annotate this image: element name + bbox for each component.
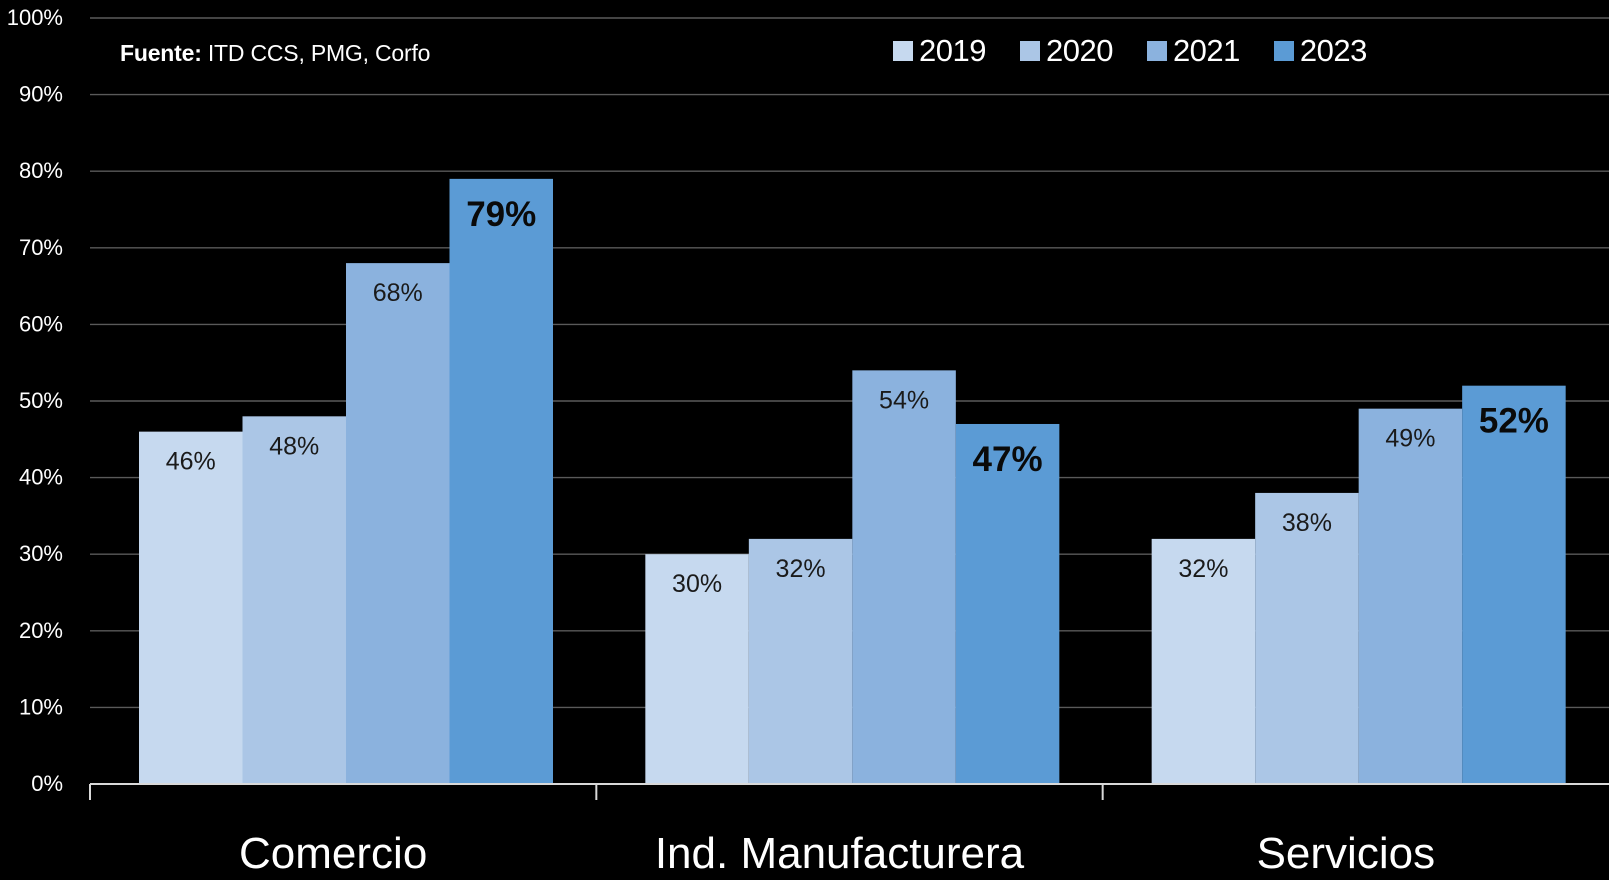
data-label: 49% [1385,425,1435,453]
bar-2019-servicios [1151,538,1256,784]
source-text: ITD CCS, PMG, Corfo [201,40,431,66]
legend-label-2020: 2020 [1045,33,1113,68]
y-tick-label: 70% [19,235,63,260]
bar-2023-ind-manufacturera [955,423,1060,784]
bar-2023-servicios [1462,385,1566,784]
data-label: 46% [166,448,216,476]
bar-2020-comercio [242,416,346,784]
legend-item-2019: 2019 [893,33,986,69]
legend-label-2021: 2021 [1172,33,1240,68]
bar-2019-comercio [139,431,243,784]
bar-2021-ind-manufacturera [852,370,956,784]
category-label: Comercio [239,829,427,878]
data-label: 68% [373,279,423,307]
y-tick-label: 80% [19,158,63,183]
data-label: 79% [466,195,536,234]
data-label: 54% [879,386,929,414]
legend-item-2020: 2020 [1019,33,1113,69]
data-label: 38% [1282,509,1332,537]
legend-swatch-2019 [893,41,913,61]
category-label: Servicios [1257,829,1436,878]
y-tick-label: 90% [19,82,63,107]
y-tick-label: 100% [7,5,63,30]
y-tick-label: 20% [19,618,63,643]
category-labels: Comercio Ind. Manufacturera Servicios [239,829,1435,878]
bar-2019-ind-manufacturera [645,554,749,784]
data-label: 52% [1479,402,1549,441]
legend-item-2021: 2021 [1146,33,1240,69]
data-label: 30% [672,570,722,598]
data-label: 48% [269,432,319,460]
y-axis-ticks: 0% 10% 20% 30% 40% 50% 60% 70% 80% 90% 100% [7,5,63,796]
y-tick-label: 40% [19,465,63,490]
legend-item-2023: 2023 [1273,33,1367,69]
legend: 2019 2020 2021 2023 [893,33,1401,69]
bar-2021-comercio [346,263,450,784]
data-labels: 46% 48% 68% 79% 30% 32% 54% 47% 32% 38% 49% 52% [166,195,1549,598]
data-label: 32% [1178,555,1228,583]
data-label: 32% [776,555,826,583]
legend-label-2019: 2019 [919,33,986,68]
bars [139,178,1566,785]
source-note: Fuente: ITD CCS, PMG, Corfo [120,40,430,67]
bar-2023-comercio [449,178,553,785]
y-tick-label: 30% [19,541,63,566]
y-tick-label: 10% [19,694,63,719]
y-tick-label: 0% [31,771,63,796]
y-tick-label: 50% [19,388,63,413]
legend-swatch-2023 [1273,41,1294,61]
source-label: Fuente: [120,40,202,66]
category-label: Ind. Manufacturera [655,829,1025,878]
legend-swatch-2021 [1146,41,1167,61]
bar-2020-servicios [1255,492,1359,784]
legend-swatch-2020 [1019,41,1040,61]
bar-2020-ind-manufacturera [748,538,853,784]
legend-label-2023: 2023 [1299,33,1367,68]
data-label: 47% [973,440,1043,479]
x-axis [89,783,1609,800]
bar-2021-servicios [1358,408,1463,784]
y-tick-label: 60% [19,311,63,336]
